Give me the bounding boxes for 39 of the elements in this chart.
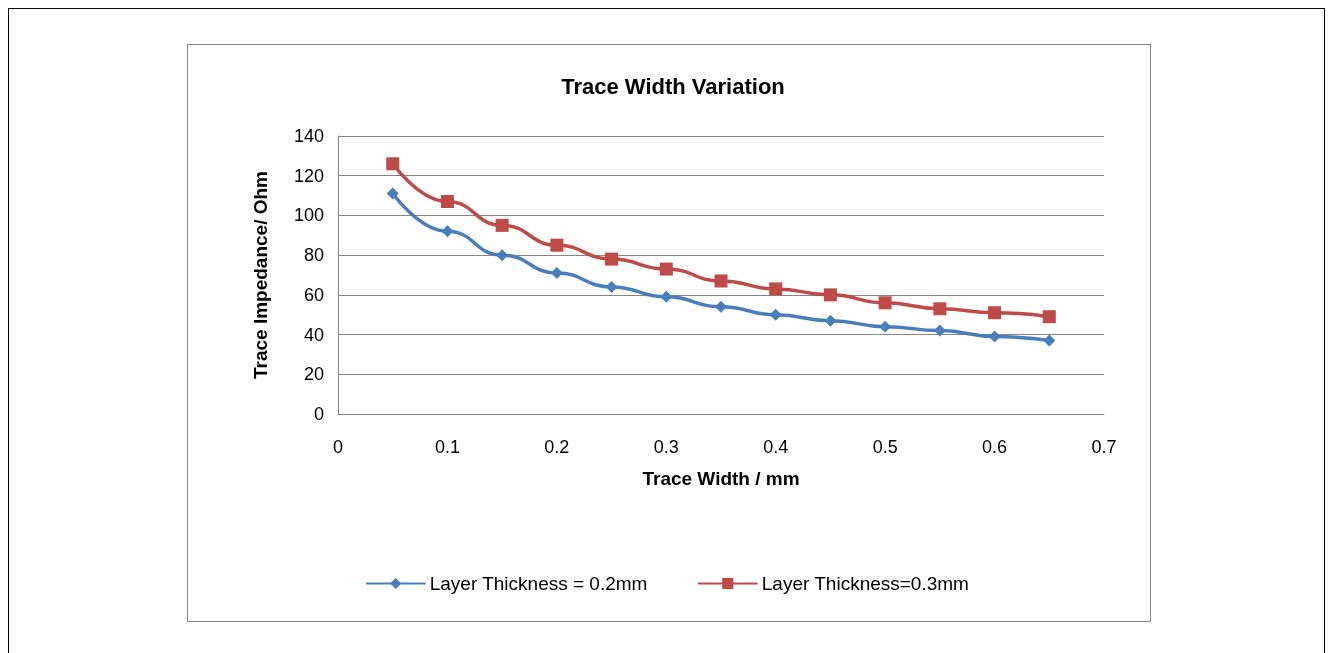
x-tick-label: 0.1 [434,437,460,457]
point [440,195,454,209]
point [386,157,400,171]
chart-title: Trace Width Variation [561,73,785,99]
x-axis-title: Trace Width / mm [642,468,800,489]
point [988,306,1002,320]
point [605,252,619,266]
y-tick-label: 140 [293,126,324,146]
point [1042,310,1056,324]
x-tick-label: 0.2 [544,437,570,457]
point [769,282,783,296]
point [715,300,727,313]
y-tick-label: 0 [313,404,324,424]
y-tick-label: 20 [303,364,324,385]
point [823,288,837,302]
point [495,218,509,232]
point [933,302,947,316]
legend-label: Layer Thickness = 0.2mm [429,573,648,594]
point [824,314,837,327]
point [605,280,618,293]
x-tick-label: 0 [332,437,344,457]
x-tick-label: 0.3 [653,437,679,457]
point [1043,334,1056,347]
y-tick-label: 120 [293,165,324,186]
point [659,262,673,276]
y-tick-label: 100 [293,205,324,226]
point [714,274,728,288]
x-tick-label: 0.5 [872,437,898,457]
y-tick-label: 80 [303,245,324,266]
y-tick-label: 40 [303,324,324,345]
point [386,187,399,200]
y-axis-title: Trace Impedance/ Ohm [250,170,271,380]
x-tick-label: 0.7 [1091,437,1117,457]
legend-label: Layer Thickness=0.3mm [761,573,969,594]
point [878,296,892,310]
point [550,238,564,252]
x-tick-label: 0.4 [763,437,789,457]
y-tick-label: 60 [303,284,324,305]
x-tick-label: 0.6 [982,437,1008,457]
